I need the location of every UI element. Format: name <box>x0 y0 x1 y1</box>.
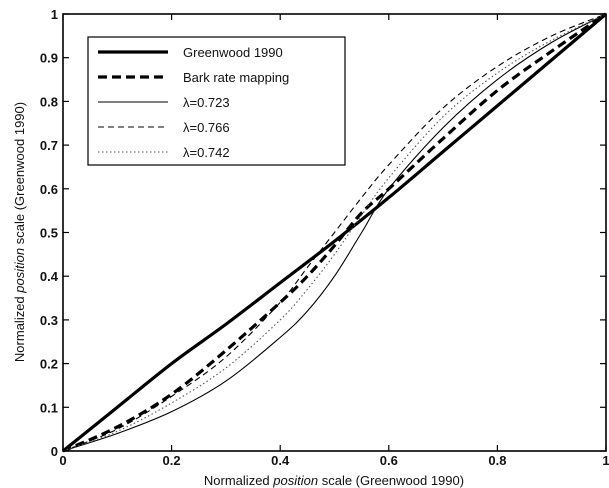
legend-label-5: λ=0.742 <box>183 145 230 160</box>
legend-label-3: λ=0.723 <box>183 95 230 110</box>
x-axis-label: Normalized position scale (Greenwood 199… <box>204 473 464 488</box>
series-line-4 <box>62 13 607 452</box>
ticks-layer: 0 0.2 0.4 0.6 0.8 1 0 0.1 0.2 0.3 0.4 0.5 0.6 0.7 0.8 0… <box>40 7 609 468</box>
y-tick-label: 0.2 <box>40 357 58 372</box>
x-tick-label: 0 <box>59 453 66 468</box>
x-tick-label: 0.4 <box>271 453 290 468</box>
legend-items: Greenwood 1990 Bark rate mapping λ=0.723 λ=… <box>98 45 289 160</box>
legend-box <box>87 36 346 166</box>
y-axis-label: Normalized position scale (Greenwood 199… <box>12 102 27 362</box>
x-tick-label: 0.2 <box>163 453 181 468</box>
y-tick-label: 0.9 <box>40 51 58 66</box>
legend-label-2: Bark rate mapping <box>183 70 289 85</box>
y-tick-label: 0.1 <box>40 400 58 415</box>
x-tick-label: 0.8 <box>488 453 506 468</box>
series-layer <box>61 12 608 453</box>
legend: Greenwood 1990 Bark rate mapping λ=0.723 λ=… <box>87 36 346 166</box>
y-tick-label: 0.6 <box>40 182 58 197</box>
x-tick-label: 0.6 <box>380 453 398 468</box>
series-line-2 <box>62 12 607 453</box>
legend-label-4: λ=0.766 <box>183 120 230 135</box>
y-tick-label: 0.5 <box>40 226 58 241</box>
y-tick-label: 1 <box>51 7 58 22</box>
y-tick-label: 0.3 <box>40 313 58 328</box>
series-line-1 <box>61 12 608 453</box>
y-tick-label: 0.8 <box>40 94 58 109</box>
y-tick-label: 0.4 <box>40 269 59 284</box>
legend-label-1: Greenwood 1990 <box>183 45 283 60</box>
x-tick-label: 1 <box>602 453 609 468</box>
series-line-5 <box>62 13 607 452</box>
series-line-3 <box>62 13 607 452</box>
y-tick-label: 0 <box>51 444 58 459</box>
y-tick-label: 0.7 <box>40 138 58 153</box>
